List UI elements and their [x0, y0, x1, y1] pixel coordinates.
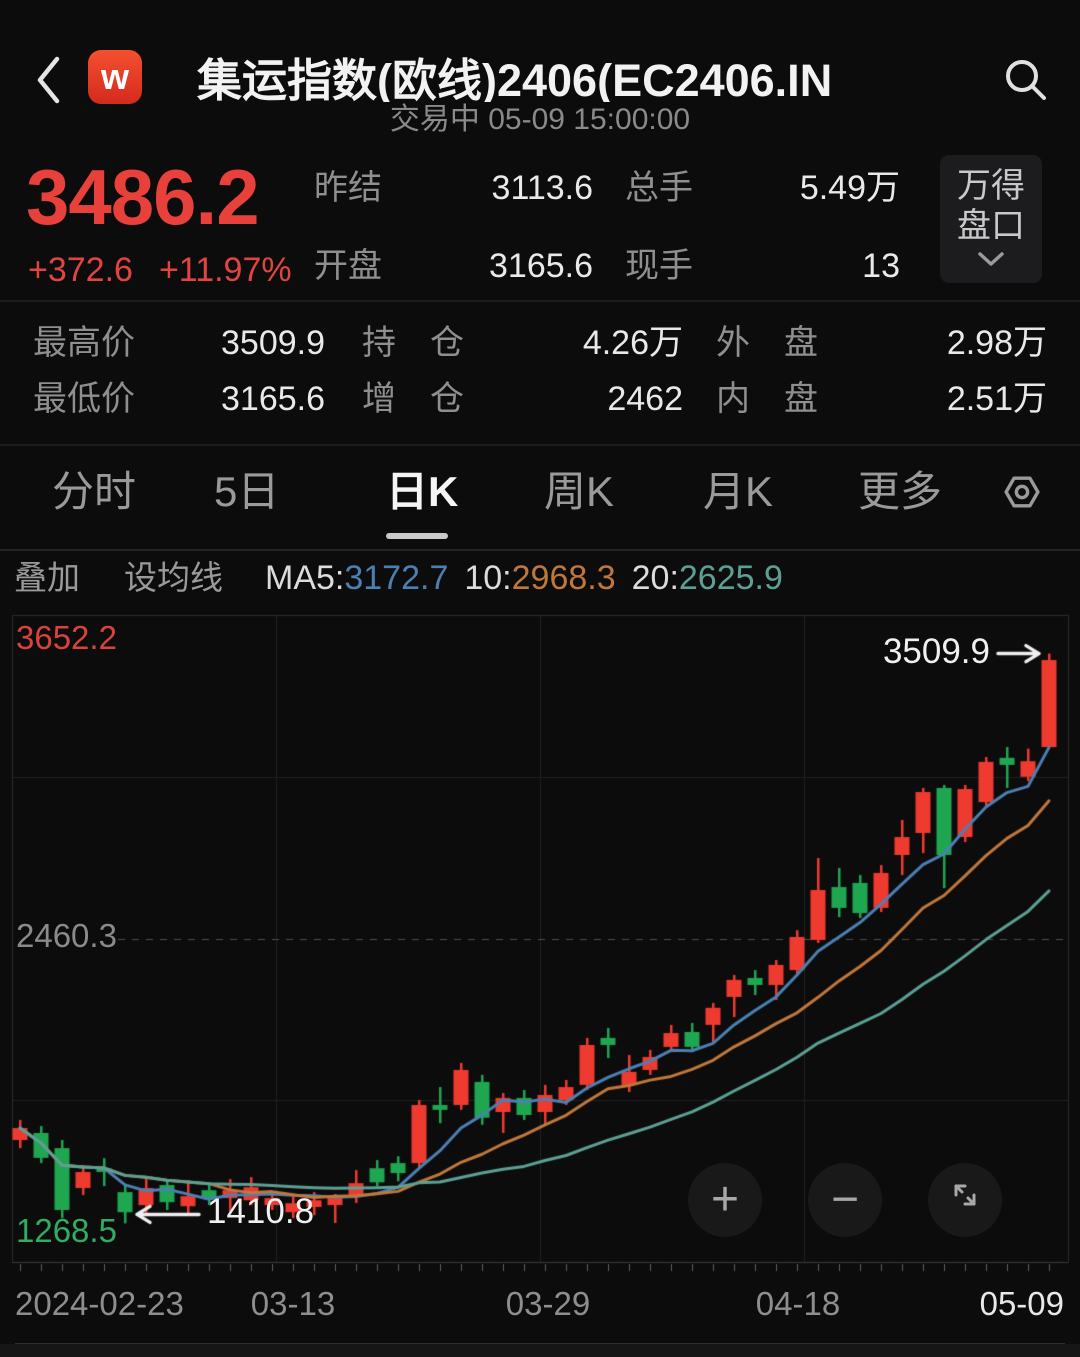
minus-icon: − — [830, 1173, 860, 1226]
divider — [0, 444, 1080, 446]
wind-logo[interactable]: w — [88, 50, 142, 104]
field-label: 开盘 — [314, 247, 382, 285]
stat-value: 2.51万 — [946, 380, 1047, 418]
page-title: 集运指数(欧线)2406(EC2406.IN — [197, 55, 833, 102]
y-axis-min-label: 1268.5 — [16, 1212, 117, 1249]
field-value: 3165.6 — [489, 247, 593, 285]
zoom-in-button[interactable]: + — [688, 1163, 762, 1237]
wind-order-book-button[interactable]: 万得 盘口 — [940, 155, 1042, 283]
field-label: 总手 — [625, 169, 693, 207]
stat-low: 最低价 3165.6 — [33, 381, 325, 417]
x-axis-label-latest: 05-09 — [979, 1285, 1064, 1322]
stat-value: 3165.6 — [221, 380, 325, 418]
ma-values: MA5: 3172.7 10: 2968.3 20: 2625.9 — [265, 558, 783, 598]
stat-label: 最低价 — [33, 380, 135, 418]
stat-open-interest: 持 仓 4.26万 — [362, 325, 683, 361]
chart-area: 3652.2 2460.3 1268.5 1410.8 3509.9 2024-… — [0, 612, 1080, 1357]
y-axis-max-label: 3652.2 — [16, 619, 117, 656]
ma20-value: 2625.9 — [678, 559, 783, 597]
stat-label: 外 盘 — [716, 324, 818, 362]
tab-5day[interactable]: 5日 — [214, 468, 280, 515]
tab-intraday[interactable]: 分时 — [52, 468, 137, 515]
x-axis-label: 03-29 — [505, 1285, 591, 1322]
ma20-label: 20: — [631, 559, 679, 597]
stat-value: 2.98万 — [946, 324, 1047, 362]
divider — [0, 300, 1080, 302]
field-value: 3113.6 — [491, 169, 593, 207]
field-value: 5.49万 — [799, 169, 900, 207]
field-prev-settle: 昨结 3113.6 — [314, 170, 593, 206]
stat-value: 4.26万 — [582, 324, 683, 362]
stat-outer-volume: 外 盘 2.98万 — [716, 325, 1047, 361]
search-icon — [1000, 60, 1050, 107]
candlestick-chart[interactable] — [0, 612, 1080, 1292]
zoom-out-button[interactable]: − — [808, 1163, 882, 1237]
x-axis-label: 03-13 — [250, 1285, 336, 1322]
ma10-value: 2968.3 — [511, 559, 616, 597]
field-value: 13 — [862, 247, 900, 285]
bottom-divider — [15, 1343, 1065, 1344]
y-axis-mid-label: 2460.3 — [16, 917, 117, 954]
bottom-strip — [0, 1344, 1080, 1357]
panel-label-line1: 万得 — [957, 166, 1025, 205]
stat-value: 3509.9 — [221, 324, 325, 362]
back-button[interactable] — [30, 54, 68, 109]
low-price-annotation: 1410.8 — [207, 1192, 315, 1231]
tab-weekly-k[interactable]: 周K — [544, 468, 615, 515]
divider — [0, 549, 1080, 551]
stat-oi-change: 增 仓 2462 — [362, 381, 683, 417]
chevron-down-icon — [976, 251, 1006, 272]
field-current-volume: 现手 13 — [625, 248, 900, 284]
price-change: +372.6 — [28, 251, 133, 289]
field-label: 现手 — [625, 247, 693, 285]
field-label: 昨结 — [314, 169, 382, 207]
overlay-button[interactable]: 叠加 — [14, 559, 80, 596]
tab-daily-k[interactable]: 日K — [386, 468, 459, 515]
stat-value: 2462 — [607, 380, 683, 418]
price-change-percent: +11.97% — [158, 251, 292, 289]
plus-icon: + — [710, 1173, 740, 1226]
search-button[interactable] — [1000, 54, 1050, 107]
panel-label-line2: 盘口 — [957, 206, 1025, 245]
tab-monthly-k[interactable]: 月K — [703, 468, 774, 515]
chart-settings-button[interactable] — [1000, 470, 1044, 517]
settings-hex-icon — [1000, 476, 1044, 517]
x-axis-label: 04-18 — [755, 1285, 841, 1322]
stat-label: 持 仓 — [362, 324, 464, 362]
active-tab-underline — [386, 533, 448, 539]
trading-status: 交易中 05-09 15:00:00 — [389, 103, 691, 136]
last-price: 3486.2 — [26, 153, 260, 241]
set-ma-button[interactable]: 设均线 — [124, 559, 223, 596]
price-change-row: +372.6 +11.97% — [28, 251, 292, 290]
ma5-value: 3172.7 — [344, 559, 449, 597]
x-axis-label: 2024-02-23 — [15, 1285, 184, 1322]
field-total-volume: 总手 5.49万 — [625, 170, 900, 206]
wind-logo-letter: w — [100, 56, 129, 97]
ma5-label: MA5: — [265, 559, 345, 597]
tab-more[interactable]: 更多 — [858, 468, 943, 515]
high-price-annotation: 3509.9 — [882, 632, 990, 671]
expand-arrows-icon — [945, 1163, 985, 1237]
stat-label: 增 仓 — [362, 380, 464, 418]
stat-label: 内 盘 — [716, 380, 818, 418]
field-open: 开盘 3165.6 — [314, 248, 593, 284]
fullscreen-button[interactable] — [928, 1163, 1002, 1237]
chevron-left-icon — [30, 56, 68, 109]
stat-high: 最高价 3509.9 — [33, 325, 325, 361]
stat-label: 最高价 — [33, 324, 135, 362]
ma10-label: 10: — [464, 559, 512, 597]
stat-inner-volume: 内 盘 2.51万 — [716, 381, 1047, 417]
